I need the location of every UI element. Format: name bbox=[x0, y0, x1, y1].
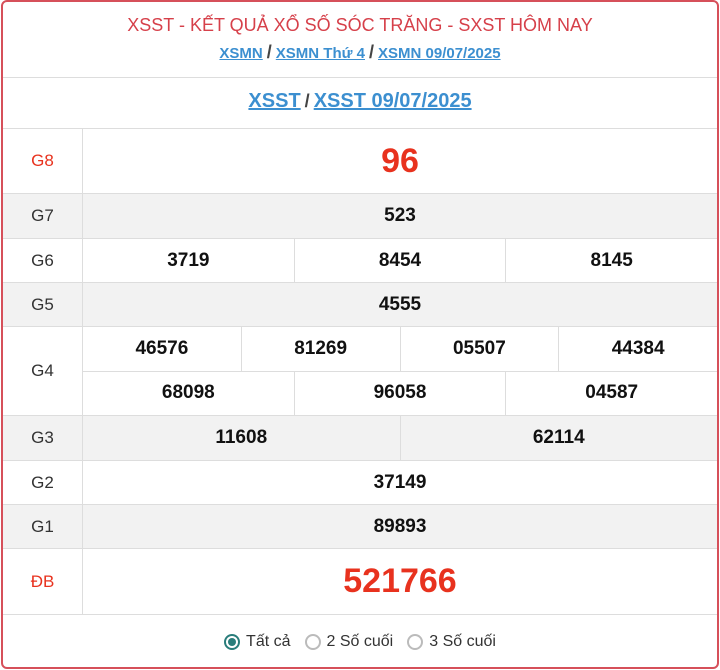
prize-label: G6 bbox=[3, 239, 83, 282]
radio-button[interactable] bbox=[407, 634, 424, 650]
filter-option-label: Tất cả bbox=[246, 633, 291, 650]
prize-number: 62114 bbox=[399, 416, 718, 460]
link-xsst-date[interactable]: XSST 09/07/2025 bbox=[313, 90, 472, 112]
prize-row-g3: G3 11608 62114 bbox=[3, 416, 717, 461]
breadcrumb-link-xsmn[interactable]: XSMN bbox=[219, 45, 263, 62]
prize-number: 96058 bbox=[293, 371, 506, 415]
prize-number: 3719 bbox=[167, 249, 210, 271]
prize-row-g1: G1 89893 bbox=[3, 505, 717, 549]
prize-number: 81269 bbox=[240, 327, 400, 371]
page-title: XSST - KẾT QUẢ XỔ SỐ SÓC TRĂNG - SXST HÔ… bbox=[127, 15, 593, 35]
prize-row-g2: G2 37149 bbox=[3, 461, 717, 505]
radio-button[interactable] bbox=[304, 634, 321, 650]
prize-number: 37149 bbox=[373, 471, 427, 493]
breadcrumb-separator: / bbox=[266, 42, 272, 62]
filter-option-label: 2 Số cuối bbox=[326, 633, 394, 650]
prize-number: 8145 bbox=[505, 239, 717, 282]
filter-option-label: 3 Số cuối bbox=[429, 633, 496, 650]
breadcrumb-link-date[interactable]: XSMN 09/07/2025 bbox=[378, 45, 501, 62]
prize-number: 4555 bbox=[378, 293, 422, 315]
filter-option-2[interactable]: 3 Số cuối bbox=[407, 633, 496, 651]
results-table: G8 96 G7 523 G6 3719 8454 8145 G5 4555 G4 46576 8126… bbox=[3, 129, 717, 615]
prize-number: 521766 bbox=[343, 562, 457, 600]
prize-number: 96 bbox=[381, 141, 419, 180]
prize-row-db: ĐB 521766 bbox=[3, 549, 717, 615]
prize-label: G1 bbox=[3, 505, 83, 548]
digit-filter: Tất cả 2 Số cuối 3 Số cuối bbox=[3, 615, 717, 667]
prize-row-g4: G4 46576 81269 05507 44384 68098 96058 04587 bbox=[3, 327, 717, 416]
subheader: XSST / XSST 09/07/2025 bbox=[3, 78, 717, 129]
radio-button[interactable] bbox=[224, 634, 241, 650]
filter-option-0[interactable]: Tất cả bbox=[224, 633, 291, 651]
filter-option-1[interactable]: 2 Số cuối bbox=[304, 633, 394, 651]
prize-number: 68098 bbox=[161, 382, 215, 404]
prize-label: ĐB bbox=[3, 549, 83, 614]
prize-number: 8454 bbox=[293, 239, 506, 282]
header: XSST - KẾT QUẢ XỔ SỐ SÓC TRĂNG - SXST HÔ… bbox=[3, 2, 717, 78]
prize-number: 46576 bbox=[135, 337, 189, 359]
prize-row-g7: G7 523 bbox=[3, 194, 717, 239]
prize-number: 523 bbox=[384, 205, 416, 226]
prize-number: 44384 bbox=[558, 327, 717, 371]
prize-label: G8 bbox=[3, 129, 83, 193]
prize-label: G2 bbox=[3, 461, 83, 504]
prize-label: G5 bbox=[3, 283, 83, 326]
prize-number: 89893 bbox=[373, 515, 427, 537]
prize-number: 11608 bbox=[215, 427, 268, 448]
breadcrumb-separator: / bbox=[368, 42, 374, 62]
prize-label: G3 bbox=[3, 416, 83, 460]
prize-number: 05507 bbox=[399, 327, 559, 371]
prize-row-g5: G5 4555 bbox=[3, 283, 717, 327]
breadcrumb-separator: / bbox=[304, 91, 310, 111]
breadcrumb-link-weekday[interactable]: XSMN Thứ 4 bbox=[275, 45, 365, 62]
prize-number: 04587 bbox=[505, 371, 717, 415]
prize-label: G4 bbox=[3, 327, 83, 415]
prize-row-g8: G8 96 bbox=[3, 129, 717, 194]
prize-row-g6: G6 3719 8454 8145 bbox=[3, 239, 717, 283]
link-xsst[interactable]: XSST bbox=[248, 90, 301, 112]
breadcrumb: XSMN / XSMN Thứ 4/XSMN 09/07/2025 bbox=[3, 42, 717, 63]
prize-label: G7 bbox=[3, 194, 83, 238]
